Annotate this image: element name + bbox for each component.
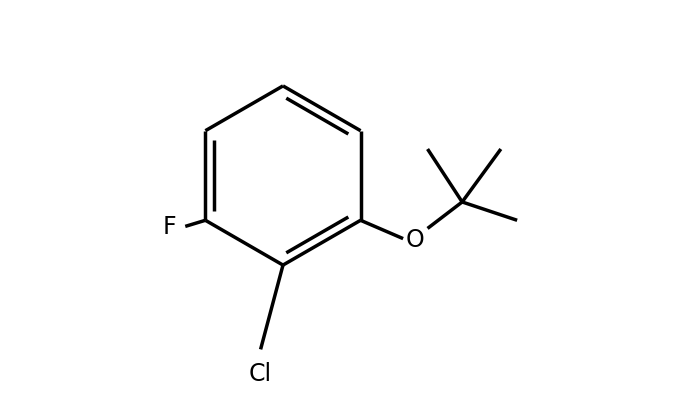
- Text: F: F: [163, 215, 177, 239]
- Text: O: O: [406, 227, 425, 251]
- Text: Cl: Cl: [249, 361, 272, 385]
